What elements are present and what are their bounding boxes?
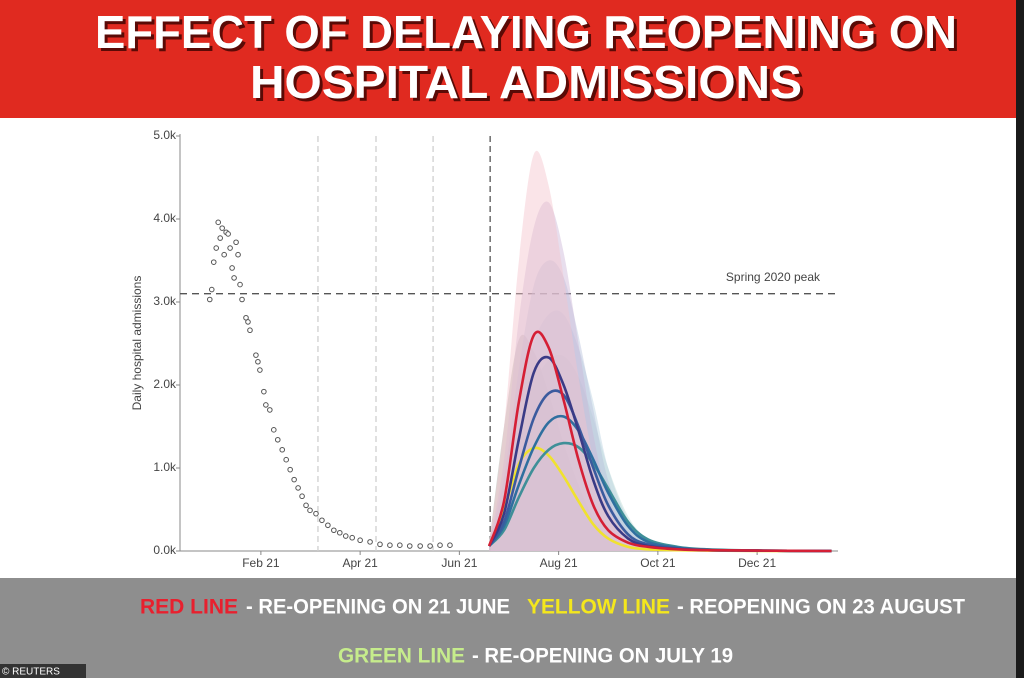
x-tick-label: Jun 21: [441, 556, 477, 570]
observed-point: [267, 407, 273, 413]
observed-point: [287, 466, 293, 473]
observed-point: [237, 281, 243, 288]
x-tick-label: Aug 21: [540, 556, 578, 570]
observed-point: [221, 251, 227, 258]
observed-point: [295, 485, 301, 491]
observed-point: [283, 456, 289, 463]
uncertainty-band: [489, 354, 832, 551]
observed-point: [331, 527, 337, 534]
observed-point: [417, 543, 423, 549]
title-shadow: EFFECT OF DELAYING REOPENING ON: [98, 9, 960, 61]
y-tick-label: 2.0k: [153, 377, 177, 391]
observed-point: [253, 352, 259, 358]
observed-point: [406, 543, 413, 549]
observed-point: [239, 296, 245, 303]
legend-label: YELLOW LINE: [527, 596, 670, 619]
observed-point: [206, 296, 213, 303]
projection-line: [487, 330, 832, 553]
observed-point: [219, 225, 225, 231]
observed-point: [367, 539, 373, 545]
observed-point: [215, 219, 222, 226]
y-tick-label: 0.0k: [153, 543, 177, 557]
y-axis-label: Daily hospital admissions: [130, 276, 144, 411]
observed-point: [336, 529, 343, 536]
observed-point: [235, 251, 241, 258]
credit: © REUTERS: [2, 667, 60, 678]
x-tick-label: Apr 21: [342, 556, 378, 570]
y-tick-label: 5.0k: [153, 128, 177, 142]
observed-point: [303, 502, 309, 509]
legend-text: - RE-OPENING ON JULY 19: [472, 645, 733, 668]
x-tick-label: Dec 21: [738, 556, 776, 570]
observed-point: [447, 542, 453, 548]
legend-text: - RE-OPENING ON 21 JUNE: [246, 596, 510, 619]
y-tick-label: 4.0k: [153, 211, 177, 225]
observed-point: [208, 286, 215, 293]
observed-point: [261, 388, 267, 395]
observed-point: [274, 436, 281, 443]
observed-point: [307, 507, 313, 514]
observed-point: [227, 245, 233, 251]
observed-point: [319, 517, 325, 524]
observed-point: [325, 522, 331, 529]
title-banner: [0, 0, 1024, 118]
observed-point: [313, 510, 319, 517]
observed-point: [387, 542, 393, 548]
observed-point: [225, 231, 231, 237]
observed-point: [247, 327, 253, 334]
uncertainty-band: [489, 260, 832, 551]
y-tick-label: 3.0k: [153, 294, 177, 308]
edge: [1016, 0, 1024, 678]
observed-point: [342, 533, 349, 539]
observed-point: [397, 542, 403, 548]
observed-point: [210, 259, 217, 265]
observed-point: [291, 476, 297, 483]
legend-label: RED LINE: [140, 596, 238, 619]
observed-point: [357, 537, 363, 544]
observed-point: [257, 367, 263, 373]
title-shadow: HOSPITAL ADMISSIONS: [253, 59, 805, 111]
legend-label: GREEN LINE: [338, 645, 465, 668]
uncertainty-band: [489, 201, 832, 551]
observed-point: [263, 402, 269, 408]
observed-point: [279, 446, 286, 453]
observed-point: [217, 235, 223, 241]
observed-point: [229, 265, 235, 271]
observed-point: [270, 427, 277, 433]
peak-label: Spring 2020 peak: [726, 270, 821, 284]
observed-point: [427, 543, 433, 549]
uncertainty-band: [489, 150, 832, 551]
title: EFFECT OF DELAYING REOPENING ON: [95, 6, 957, 58]
observed-point: [299, 493, 305, 500]
observed-point: [213, 245, 220, 251]
observed-point: [233, 239, 239, 246]
legend-band: [0, 578, 1024, 678]
credit-bg: [0, 664, 86, 678]
observed-point: [231, 275, 237, 281]
y-tick-label: 1.0k: [153, 460, 177, 474]
title: HOSPITAL ADMISSIONS: [250, 56, 802, 108]
observed-point: [377, 541, 383, 548]
observed-point: [255, 358, 261, 365]
x-tick-label: Oct 21: [640, 556, 676, 570]
legend-text: - REOPENING ON 23 AUGUST: [677, 596, 965, 619]
uncertainty-band: [489, 310, 832, 551]
observed-point: [349, 534, 355, 541]
x-tick-label: Feb 21: [242, 556, 280, 570]
observed-point: [245, 319, 251, 325]
observed-point: [437, 542, 443, 548]
